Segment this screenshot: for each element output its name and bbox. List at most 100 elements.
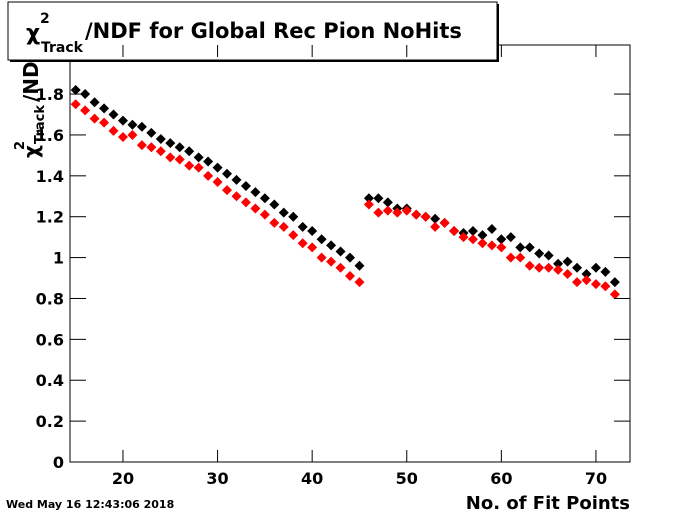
marker [70,84,81,95]
marker [70,99,81,110]
marker [316,252,327,263]
marker [458,232,469,243]
marker [222,185,233,196]
marker [326,240,337,251]
marker [524,242,535,253]
marker [174,142,185,153]
y-tick-label: 0 [53,453,64,472]
marker [411,209,422,220]
y-tick-label: 0.2 [36,412,64,431]
title-text: /NDF for Global Rec Pion NoHits [85,19,462,43]
marker [345,252,355,263]
x-tick-label: 20 [112,469,134,488]
y-tick-label: 0.4 [36,371,64,390]
marker [581,275,592,286]
y-tick-label: 0.6 [36,330,64,349]
marker [231,174,242,185]
marker [505,232,516,243]
timestamp: Wed May 16 12:43:06 2018 [6,498,174,511]
y-tick-label: 1 [53,249,64,268]
marker [609,289,620,300]
marker [572,262,583,273]
marker [136,140,147,151]
y-label-symbol: χ [19,145,43,158]
marker [269,217,280,228]
marker [193,162,204,173]
marker [373,207,384,218]
title-box [7,1,498,61]
marker [127,119,138,130]
marker [184,160,195,171]
marker [212,162,223,173]
marker [363,199,374,210]
y-tick-label: 1.8 [36,85,64,104]
marker [515,242,526,253]
marker [553,258,564,269]
marker [382,197,393,208]
marker [590,262,601,273]
marker [363,193,374,204]
marker [108,125,119,136]
marker [99,117,110,128]
marker [467,234,478,245]
marker [117,115,128,126]
marker [600,266,611,277]
y-tick-label: 0.8 [36,289,64,308]
marker [382,205,393,216]
marker [193,152,204,163]
title-sub: Track [41,40,84,56]
marker [136,121,147,132]
marker [505,252,516,263]
marker [543,262,554,273]
marker [439,217,450,228]
marker [572,277,583,288]
marker [420,211,431,222]
marker [392,207,403,218]
marker [203,156,214,167]
marker [430,221,441,232]
x-tick-label: 50 [396,469,418,488]
marker [203,170,214,181]
marker [297,238,308,249]
marker [155,146,166,157]
marker [496,234,507,245]
marker [534,262,545,273]
marker [326,256,337,267]
marker [146,127,157,138]
marker [297,221,308,232]
marker [288,230,299,241]
y-label-sup: 2 [13,141,28,150]
marker [259,209,270,220]
marker [562,268,573,279]
marker [373,193,384,204]
marker [250,203,261,214]
marker [174,154,185,165]
marker [222,168,233,179]
marker [600,281,611,292]
marker [155,134,166,145]
marker [307,226,318,237]
x-axis-label: No. of Fit Points [466,493,630,514]
marker [231,191,242,202]
marker [515,252,526,263]
marker [467,226,478,237]
marker [80,105,91,116]
marker [212,176,223,187]
marker [430,213,441,224]
y-label-sub: Track [33,105,48,144]
marker [335,262,346,273]
marker [486,223,497,234]
marker [165,152,176,163]
marker [240,181,251,192]
marker [184,146,195,157]
marker [543,250,554,261]
marker [401,205,412,216]
marker [250,187,261,198]
y-tick-label: 1.2 [36,208,64,227]
marker [278,221,289,232]
marker [259,193,270,204]
marker [524,260,535,271]
y-tick-label: 1.4 [36,167,64,186]
marker [240,197,251,208]
